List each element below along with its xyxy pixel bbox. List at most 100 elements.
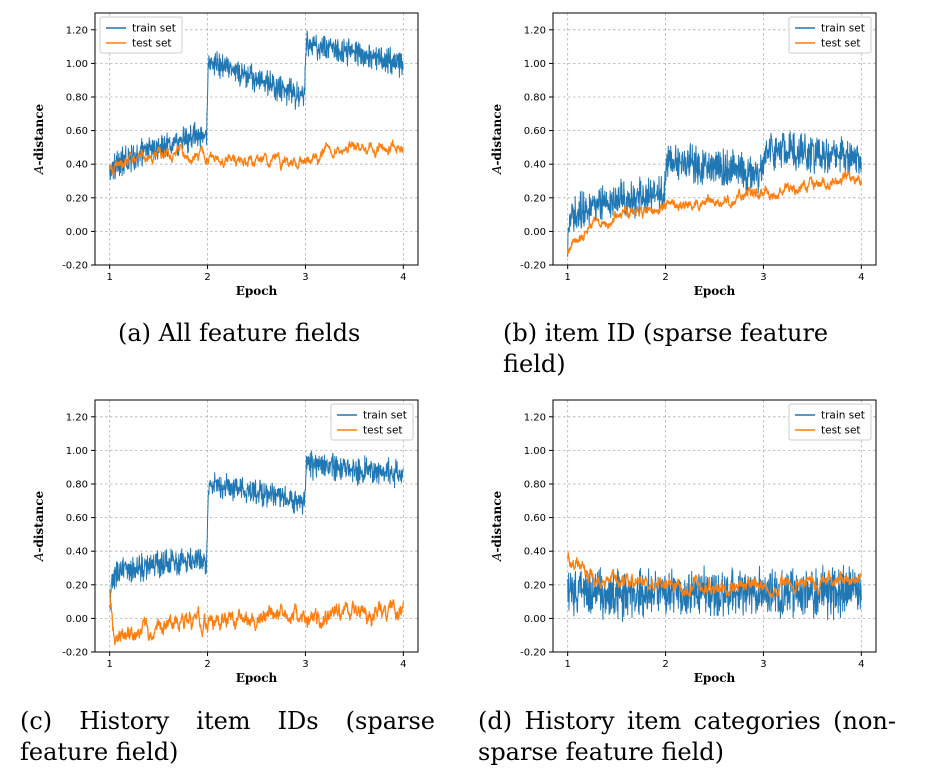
y-tick-label: 0.80 [66,93,88,104]
x-axis-label: Epoch [236,671,278,685]
legend-label: test set [821,425,861,437]
chart-a-svg: -0.20 0.00 0.20 0.40 0.60 0.80 1.00 1.20 1 2 3 4 Epo… [32,12,419,298]
y-tick-label: 0.20 [524,580,546,591]
series-line-test-set [109,139,404,176]
y-axis-label-rest: -distance [490,103,504,165]
legend-label: train set [821,410,865,422]
y-tick-label: 1.00 [66,59,88,70]
y-tick-label: 0.40 [66,547,88,558]
y-tick-label: 0.60 [66,513,88,524]
x-tick-label: 3 [302,659,308,670]
y-tick-label: 0.00 [524,227,546,238]
y-tick-label: 1.20 [524,412,546,423]
series-line-test-set [567,552,862,599]
legend: train set test set [788,403,872,441]
plot-frame [552,12,877,266]
x-tick-label: 2 [662,659,668,670]
series-line-test-set [109,589,404,646]
y-tick-label: 0.20 [66,193,88,204]
legend-label: train set [132,23,176,35]
chart-c-svg: -0.20 0.00 0.20 0.40 0.60 0.80 1.00 1.20 1 2 3 4 Epo… [32,399,419,685]
y-axis-label-rest: -distance [32,103,46,165]
x-tick-label: 3 [302,272,308,283]
y-tick-label: 0.00 [524,614,546,625]
y-tick-label: 0.20 [66,580,88,591]
y-tick-label: 1.00 [66,446,88,457]
chart-panel-c: -0.20 0.00 0.20 0.40 0.60 0.80 1.00 1.20 1 2 3 4 Epo… [30,395,430,695]
y-tick-label: -0.20 [520,261,546,272]
legend: train set test set [99,16,183,54]
y-tick-label: 0.80 [524,480,546,491]
y-tick-label: 1.20 [524,25,546,36]
legend-label: train set [363,410,407,422]
chart-b-caption: (b) item ID (sparse feature field) [503,319,829,378]
y-axis-label-calligraphic: A [32,165,46,175]
legend: train set test set [788,16,872,54]
y-tick-label: 1.20 [66,25,88,36]
y-tick-label: 0.60 [524,126,546,137]
legend: train set test set [330,403,414,441]
y-axis-label: A-distance [32,490,46,562]
x-tick-label: 1 [106,659,112,670]
x-tick-label: 3 [760,659,766,670]
x-tick-label: 1 [564,659,570,670]
x-axis-label: Epoch [236,284,278,298]
series-line-test-set [567,169,862,255]
y-tick-label: 0.80 [66,480,88,491]
legend-label: test set [821,38,861,50]
chart-panel-a: -0.20 0.00 0.20 0.40 0.60 0.80 1.00 1.20 1 2 3 4 Epo… [30,8,430,308]
y-axis-label-calligraphic: A [32,552,46,562]
chart-panel-d: -0.20 0.00 0.20 0.40 0.60 0.80 1.00 1.20 1 2 3 4 Epo… [488,395,888,695]
plot-frame [94,12,419,266]
y-tick-label: 0.20 [524,193,546,204]
y-axis-label-rest: -distance [32,490,46,552]
x-tick-label: 1 [106,272,112,283]
chart-panel-b: -0.20 0.00 0.20 0.40 0.60 0.80 1.00 1.20 1 2 3 4 Epo… [488,8,888,308]
chart-d-svg: -0.20 0.00 0.20 0.40 0.60 0.80 1.00 1.20 1 2 3 4 Epo… [490,399,877,685]
legend-label: test set [363,425,403,437]
x-axis-label: Epoch [694,284,736,298]
x-axis-label: Epoch [694,671,736,685]
x-tick-label: 4 [858,659,864,670]
series-line-train-set [109,450,404,611]
series-line-train-set [567,131,862,257]
gridlines [95,13,418,266]
y-tick-label: 0.60 [66,126,88,137]
x-tick-label: 4 [400,659,406,670]
y-tick-label: 0.80 [524,93,546,104]
series-line-train-set [109,30,404,180]
legend-label: train set [821,23,865,35]
plot-frame [94,399,419,653]
legend-box [788,403,872,441]
y-axis-label-calligraphic: A [490,552,504,562]
legend-label: test set [132,38,172,50]
y-tick-label: 0.40 [66,160,88,171]
y-axis-label: A-distance [490,490,504,562]
chart-b-svg: -0.20 0.00 0.20 0.40 0.60 0.80 1.00 1.20 1 2 3 4 Epo… [490,12,877,298]
x-tick-label: 2 [204,272,210,283]
y-axis-label: A-distance [490,103,504,175]
y-axis-label: A-distance [32,103,46,175]
y-tick-label: 1.20 [66,412,88,423]
y-tick-label: 0.00 [66,227,88,238]
y-tick-label: 1.00 [524,59,546,70]
y-tick-label: 1.00 [524,446,546,457]
chart-d-caption: (d) History item categories (non-sparse … [478,707,896,766]
y-tick-label: 0.60 [524,513,546,524]
x-tick-label: 4 [400,272,406,283]
chart-a-caption: (a) All feature fields [118,319,361,347]
y-tick-label: -0.20 [520,648,546,659]
y-tick-label: 0.00 [66,614,88,625]
y-axis-label-rest: -distance [490,490,504,552]
y-tick-label: -0.20 [62,261,88,272]
y-axis-label-calligraphic: A [490,165,504,175]
x-tick-label: 4 [858,272,864,283]
y-tick-label: 0.40 [524,547,546,558]
y-tick-label: 0.40 [524,160,546,171]
x-tick-label: 1 [564,272,570,283]
legend-box [330,403,414,441]
chart-c-caption: (c) History item IDs (sparse feature fie… [20,707,435,766]
y-tick-label: -0.20 [62,648,88,659]
plot-frame [552,399,877,653]
x-tick-label: 2 [662,272,668,283]
